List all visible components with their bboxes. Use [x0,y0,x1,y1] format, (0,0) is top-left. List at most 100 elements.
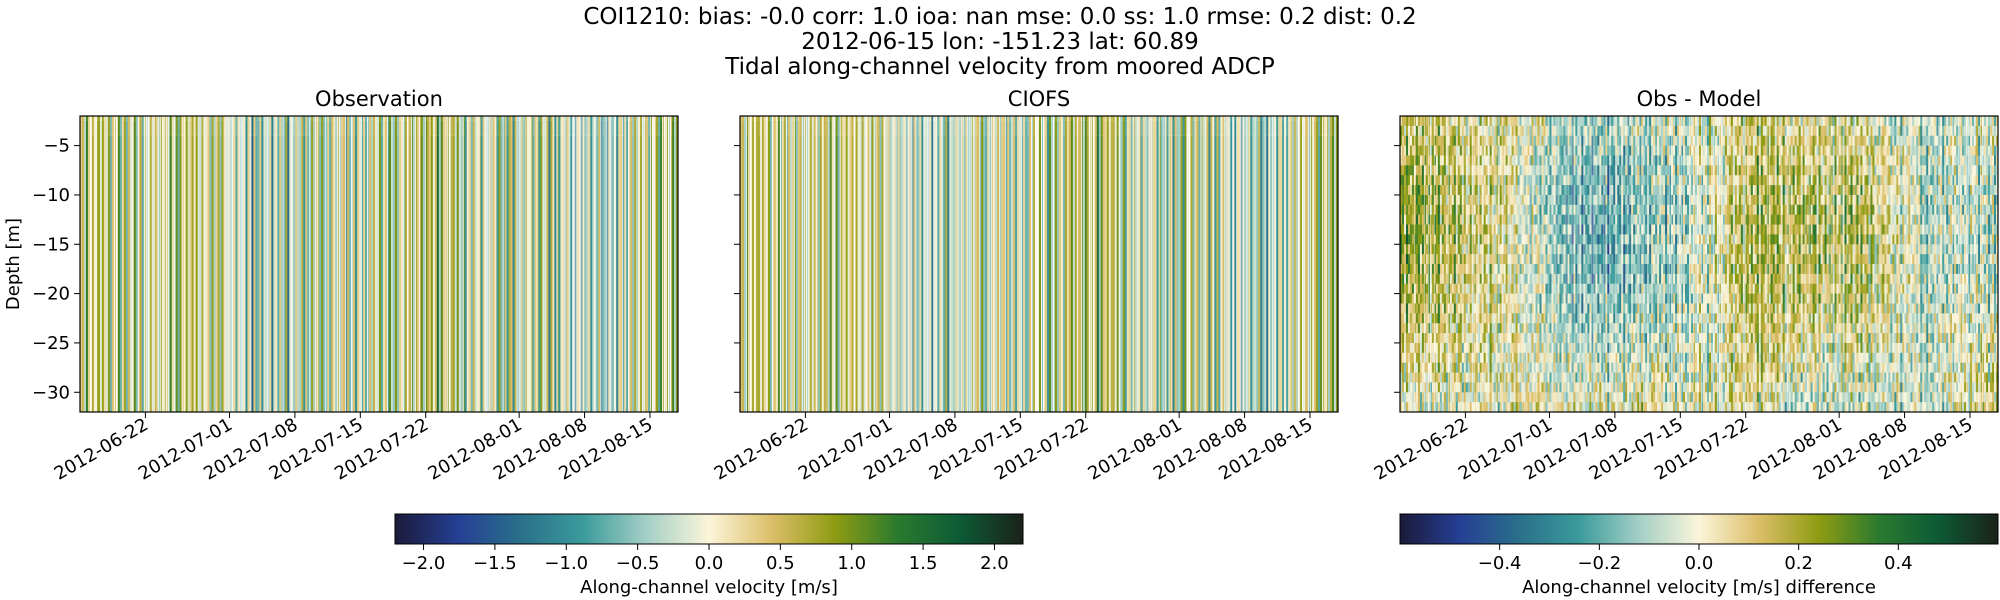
heatmap-cell [1507,352,1511,364]
heatmap-cell [1463,342,1467,354]
heatmap-cell [987,116,990,136]
heatmap-cell [1625,244,1628,255]
heatmap-cell [1421,352,1425,364]
heatmap-cell [1405,264,1409,275]
heatmap-cell [1605,342,1608,354]
heatmap-cell [1541,135,1544,146]
heatmap-cell [502,116,505,121]
heatmap-cell [1425,234,1429,245]
heatmap-cell [329,116,332,121]
data-gap [650,116,652,412]
heatmap-cell [1533,264,1536,275]
heatmap-cell [1575,125,1578,137]
heatmap-cell [1326,135,1329,412]
heatmap-cell [650,116,653,136]
heatmap-cell [1599,145,1602,156]
heatmap-cell [556,116,559,136]
heatmap-cell [955,116,958,136]
heatmap-cell [1481,244,1485,255]
heatmap-cell [1415,244,1419,255]
heatmap-cell [1621,155,1624,166]
heatmap-cell [1463,145,1467,156]
heatmap-cell [1493,116,1497,127]
heatmap-cell [1583,352,1586,364]
heatmap-cell [1423,264,1427,275]
heatmap-cell [1571,165,1574,176]
heatmap-cell [1441,224,1445,235]
heatmap-cell [1517,214,1520,225]
heatmap-cell [1625,382,1628,393]
heatmap-cell [1413,303,1417,314]
heatmap-cell [500,135,503,412]
heatmap-cell [1613,214,1616,225]
heatmap-cell [1493,342,1497,354]
heatmap-cell [1535,155,1538,166]
heatmap-cell [1599,155,1602,166]
heatmap-cell [1571,204,1574,216]
heatmap-cell [1481,372,1485,383]
heatmap-cell [1445,313,1449,324]
y-tick-label: −15 [32,234,70,255]
heatmap-cell [1451,372,1455,383]
heatmap-cell [1529,372,1532,383]
heatmap-cell [1407,165,1411,176]
heatmap-cell [1425,116,1429,127]
heatmap-cell [315,116,318,121]
heatmap-cell [1565,273,1568,285]
data-gap [1529,116,1531,412]
heatmap-cell [1419,145,1423,156]
heatmap-cell [588,116,591,136]
heatmap-cell [1591,402,1594,412]
heatmap-cell [1519,194,1522,206]
heatmap-cell [1417,224,1421,235]
heatmap-cell [1579,264,1582,275]
heatmap-cell [1621,323,1624,334]
data-gap [448,116,450,412]
heatmap-cell [1551,382,1554,393]
heatmap-cell [1415,145,1419,156]
heatmap-cell [1607,194,1610,206]
heatmap-cell [1591,194,1594,206]
heatmap-cell [1607,323,1610,334]
data-gap [173,116,175,412]
heatmap-cell [1629,362,1632,373]
heatmap-cell [1431,293,1435,304]
heatmap-cell [1631,342,1634,354]
heatmap-panels: −5−10−15−20−25−302012-06-222012-07-01201… [32,115,1999,485]
heatmap-cell [869,116,872,136]
data-gap [893,116,895,412]
heatmap-cell [646,116,649,121]
heatmap-cell [1415,264,1419,275]
heatmap-cell [1609,165,1612,176]
heatmap-cell [1459,175,1463,186]
heatmap-cell [1453,175,1457,186]
heatmap-cell [1569,155,1572,166]
heatmap-cell [1451,125,1455,137]
heatmap-cell [1493,333,1497,344]
heatmap-cell [189,116,193,121]
heatmap-cell [1495,254,1499,265]
heatmap-cell [384,116,388,121]
heatmap-cell [1479,293,1483,304]
heatmap-cell [1577,392,1580,403]
heatmap-cell [1467,333,1471,344]
data-gap [225,116,227,412]
heatmap-cell [1571,214,1574,225]
heatmap-cell [1599,313,1602,324]
heatmap-cell [1465,185,1469,196]
heatmap-cell [1497,273,1501,285]
heatmap-cell [1551,224,1554,235]
heatmap-cell [1593,145,1596,156]
heatmap-cell [323,120,326,412]
heatmap-cell [1617,313,1620,324]
heatmap-cell [923,116,926,136]
heatmap-cell [1549,333,1552,344]
data-gap [967,116,969,412]
heatmap-cell [1557,372,1560,383]
heatmap-cell [532,135,535,412]
heatmap-cell [1521,204,1524,216]
heatmap-cell [1453,254,1457,265]
heatmap-cell [335,116,338,136]
heatmap-cell [1419,224,1423,235]
heatmap-cell [111,116,115,136]
